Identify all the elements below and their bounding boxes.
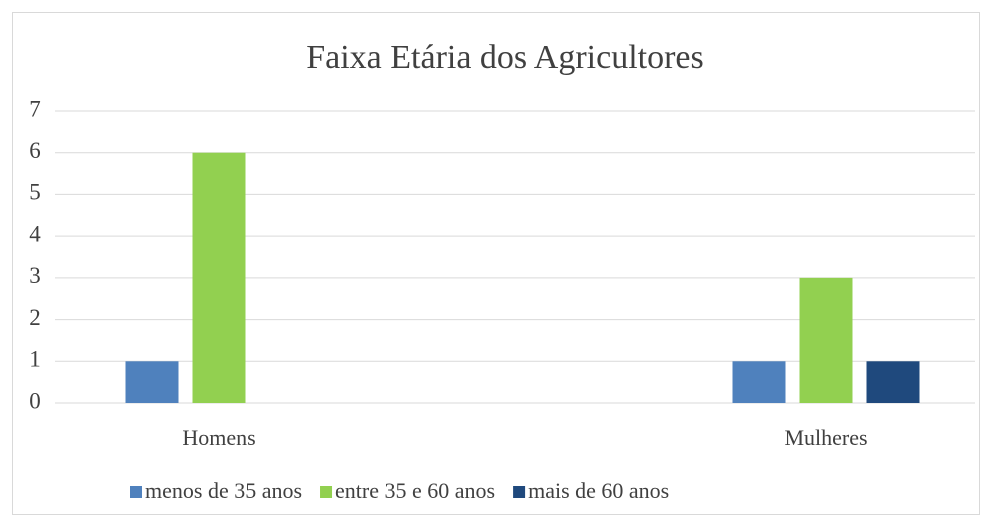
y-tick-label: 2	[29, 305, 41, 330]
y-tick-label: 6	[29, 138, 41, 163]
bar	[799, 277, 853, 403]
y-tick-label: 5	[29, 180, 41, 205]
y-tick-label: 7	[29, 96, 41, 121]
y-tick-label: 3	[29, 263, 41, 288]
legend-swatch	[513, 486, 526, 498]
legend-label: menos de 35 anos	[145, 478, 302, 503]
chart-title: Faixa Etária dos Agricultores	[306, 39, 704, 76]
y-tick-label: 0	[29, 388, 41, 413]
chart-border	[12, 12, 980, 515]
y-tick-label: 4	[29, 221, 41, 246]
bar	[125, 361, 179, 403]
bar	[192, 152, 246, 403]
legend-swatch	[130, 486, 142, 498]
x-tick-label: Homens	[182, 425, 255, 450]
bar	[732, 361, 786, 403]
legend-label: entre 35 e 60 anos	[335, 478, 495, 503]
x-tick-label: Mulheres	[784, 425, 867, 450]
y-tick-label: 1	[29, 347, 41, 372]
bar	[866, 361, 920, 403]
legend-label: mais de 60 anos	[528, 478, 669, 503]
legend-swatch	[320, 486, 333, 498]
